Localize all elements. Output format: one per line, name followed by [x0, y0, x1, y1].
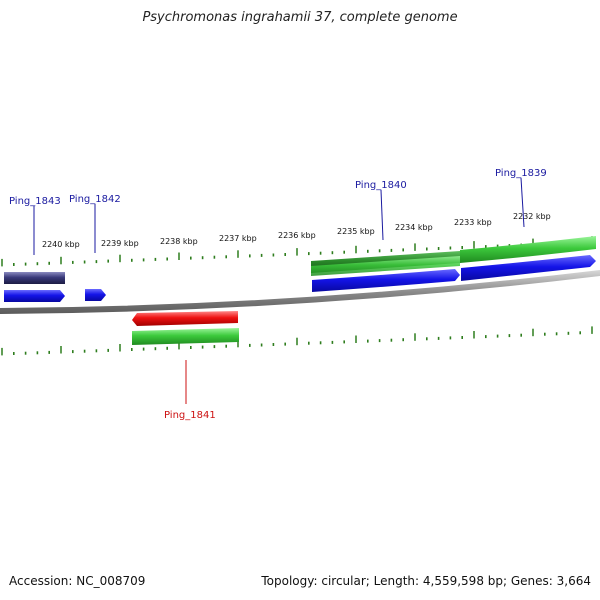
kbp-label: 2237 kbp	[219, 234, 257, 243]
gene-feature[interactable]	[461, 255, 596, 281]
lower-tick-track	[1, 326, 593, 356]
gene-label-ping-1839[interactable]: Ping_1839	[495, 168, 547, 179]
genome-backbone	[0, 270, 600, 314]
gene-label-ping-1841[interactable]: Ping_1841	[164, 410, 216, 421]
gene-feature[interactable]	[132, 311, 238, 326]
gene-feature[interactable]	[132, 328, 239, 345]
gene-label-ping-1840[interactable]: Ping_1840	[355, 180, 407, 191]
map-title: Psychromonas ingrahamii 37, complete gen…	[142, 10, 458, 25]
gene-label-ping-1843[interactable]: Ping_1843	[9, 196, 61, 207]
forward-genes	[4, 236, 596, 302]
gene-feature[interactable]	[312, 269, 460, 292]
kbp-label: 2235 kbp	[337, 227, 375, 236]
gene-labels: Ping_1843 Ping_1842 Ping_1841 Ping_1840 …	[9, 168, 547, 421]
upper-tick-track	[1, 236, 593, 267]
gene-feature[interactable]	[4, 290, 65, 302]
label-pointer	[520, 177, 525, 228]
gene-feature[interactable]	[85, 289, 106, 301]
gene-feature[interactable]	[460, 236, 596, 263]
accession-text: Accession: NC_008709	[9, 574, 146, 588]
kbp-label: 2233 kbp	[454, 218, 492, 227]
genome-stats-text: Topology: circular; Length: 4,559,598 bp…	[261, 574, 591, 588]
reverse-genes	[132, 311, 239, 345]
gene-feature[interactable]	[4, 272, 65, 284]
label-pointer	[380, 189, 384, 241]
gene-label-ping-1842[interactable]: Ping_1842	[69, 194, 121, 205]
kbp-label: 2234 kbp	[395, 223, 433, 232]
kbp-scale: 2240 kbp 2239 kbp 2238 kbp 2237 kbp 2236…	[42, 212, 551, 249]
kbp-label: 2236 kbp	[278, 231, 316, 240]
gene-feature[interactable]	[311, 256, 460, 276]
kbp-label: 2239 kbp	[101, 239, 139, 248]
kbp-label: 2232 kbp	[513, 212, 551, 221]
kbp-label: 2240 kbp	[42, 240, 80, 249]
kbp-label: 2238 kbp	[160, 237, 198, 246]
